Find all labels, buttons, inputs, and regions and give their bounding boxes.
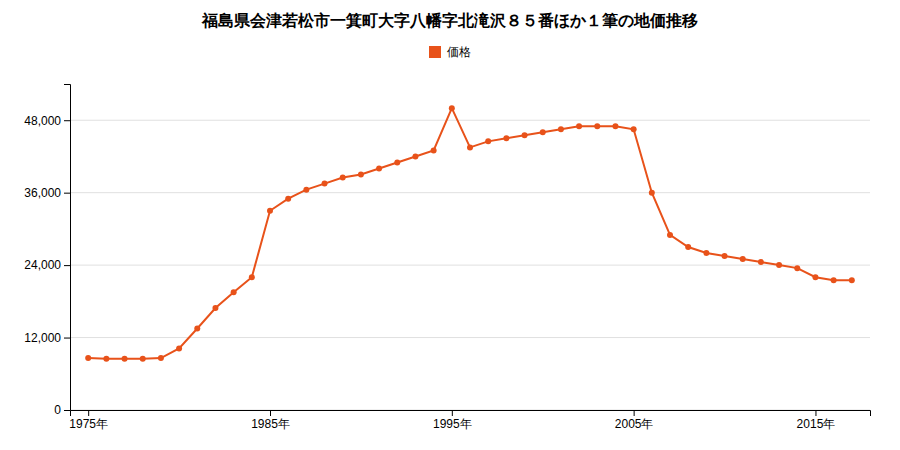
point — [376, 166, 382, 172]
legend-label: 価格 — [447, 45, 471, 59]
x-tick: 1995年 — [433, 410, 472, 431]
y-tick-label: 0 — [54, 403, 61, 417]
x-tick: 1985年 — [251, 410, 290, 431]
point — [340, 175, 346, 181]
chart: 1975年 1985年 1995年 2005年 2015年 0 12,000 24,000 36… — [0, 0, 900, 450]
legend-item: 価格 — [429, 45, 471, 59]
point — [303, 187, 309, 193]
x-axis: 1975年 1985年 1995年 2005年 2015年 — [69, 410, 870, 431]
point — [249, 274, 255, 280]
x-tick-label: 2005年 — [615, 417, 654, 431]
point — [394, 159, 400, 165]
point — [522, 132, 528, 138]
x-tick-mark — [815, 410, 816, 416]
x-tick: 2015年 — [797, 410, 836, 431]
grid-line — [70, 120, 870, 121]
point — [122, 356, 128, 362]
point — [267, 208, 273, 214]
y-axis: 0 12,000 24,000 36,000 48,000 — [24, 85, 70, 418]
point — [194, 326, 200, 332]
y-tick: 12,000 — [24, 331, 70, 345]
point — [412, 153, 418, 159]
y-tick: 48,000 — [24, 114, 70, 128]
point — [358, 172, 364, 178]
point — [740, 256, 746, 262]
point — [667, 232, 673, 238]
x-tick-label: 2015年 — [797, 417, 836, 431]
x-axis-line — [71, 411, 871, 417]
point — [285, 196, 291, 202]
point — [485, 138, 491, 144]
point — [103, 356, 109, 362]
point — [812, 274, 818, 280]
x-tick-mark — [452, 410, 453, 416]
title: 福島県会津若松市一箕町大字八幡字北滝沢８５番ほか１筆の地価推移 — [201, 11, 698, 30]
x-tick-mark — [270, 410, 271, 416]
point — [212, 305, 218, 311]
plot: 1975年 1985年 1995年 2005年 2015年 0 12,000 24,000 36… — [24, 85, 870, 431]
y-tick: 0 — [54, 403, 70, 417]
point — [540, 129, 546, 135]
point — [612, 123, 618, 129]
point — [776, 262, 782, 268]
point — [140, 356, 146, 362]
grid-line — [70, 192, 870, 193]
grid-line — [70, 265, 870, 266]
x-tick-label: 1985年 — [251, 417, 290, 431]
y-tick-mark — [64, 410, 70, 411]
y-tick-label: 12,000 — [24, 331, 61, 345]
y-tick: 24,000 — [24, 258, 70, 272]
point — [322, 181, 328, 187]
y-tick-mark — [64, 265, 70, 266]
x-tick-label: 1975年 — [69, 417, 108, 431]
point — [431, 147, 437, 153]
x-tick: 2005年 — [615, 410, 654, 431]
point — [758, 259, 764, 265]
y-tick-label: 24,000 — [24, 258, 61, 272]
point — [449, 105, 455, 111]
point — [467, 144, 473, 150]
marks — [85, 105, 855, 362]
point — [85, 355, 91, 361]
legend: 価格 — [429, 45, 471, 59]
point — [576, 123, 582, 129]
point — [503, 135, 509, 141]
point — [594, 123, 600, 129]
point — [831, 277, 837, 283]
point — [849, 277, 855, 283]
x-tick-label: 1995年 — [433, 417, 472, 431]
y-tick-mark — [64, 193, 70, 194]
y-axis-line — [64, 85, 71, 411]
point — [649, 190, 655, 196]
point — [722, 253, 728, 259]
y-tick-label: 48,000 — [24, 114, 61, 128]
x-tick: 1975年 — [69, 410, 108, 431]
y-tick: 36,000 — [24, 186, 70, 200]
y-tick-mark — [64, 338, 70, 339]
point — [176, 345, 182, 351]
y-tick-mark — [64, 120, 70, 121]
x-tick-mark — [634, 410, 635, 416]
point — [231, 289, 237, 295]
line — [88, 108, 852, 359]
point — [794, 265, 800, 271]
point — [631, 126, 637, 132]
y-tick-label: 36,000 — [24, 186, 61, 200]
point — [558, 126, 564, 132]
grid — [70, 120, 870, 410]
point — [703, 250, 709, 256]
point — [158, 355, 164, 361]
point — [685, 244, 691, 250]
x-tick-mark — [88, 410, 89, 416]
legend-swatch — [429, 46, 441, 58]
